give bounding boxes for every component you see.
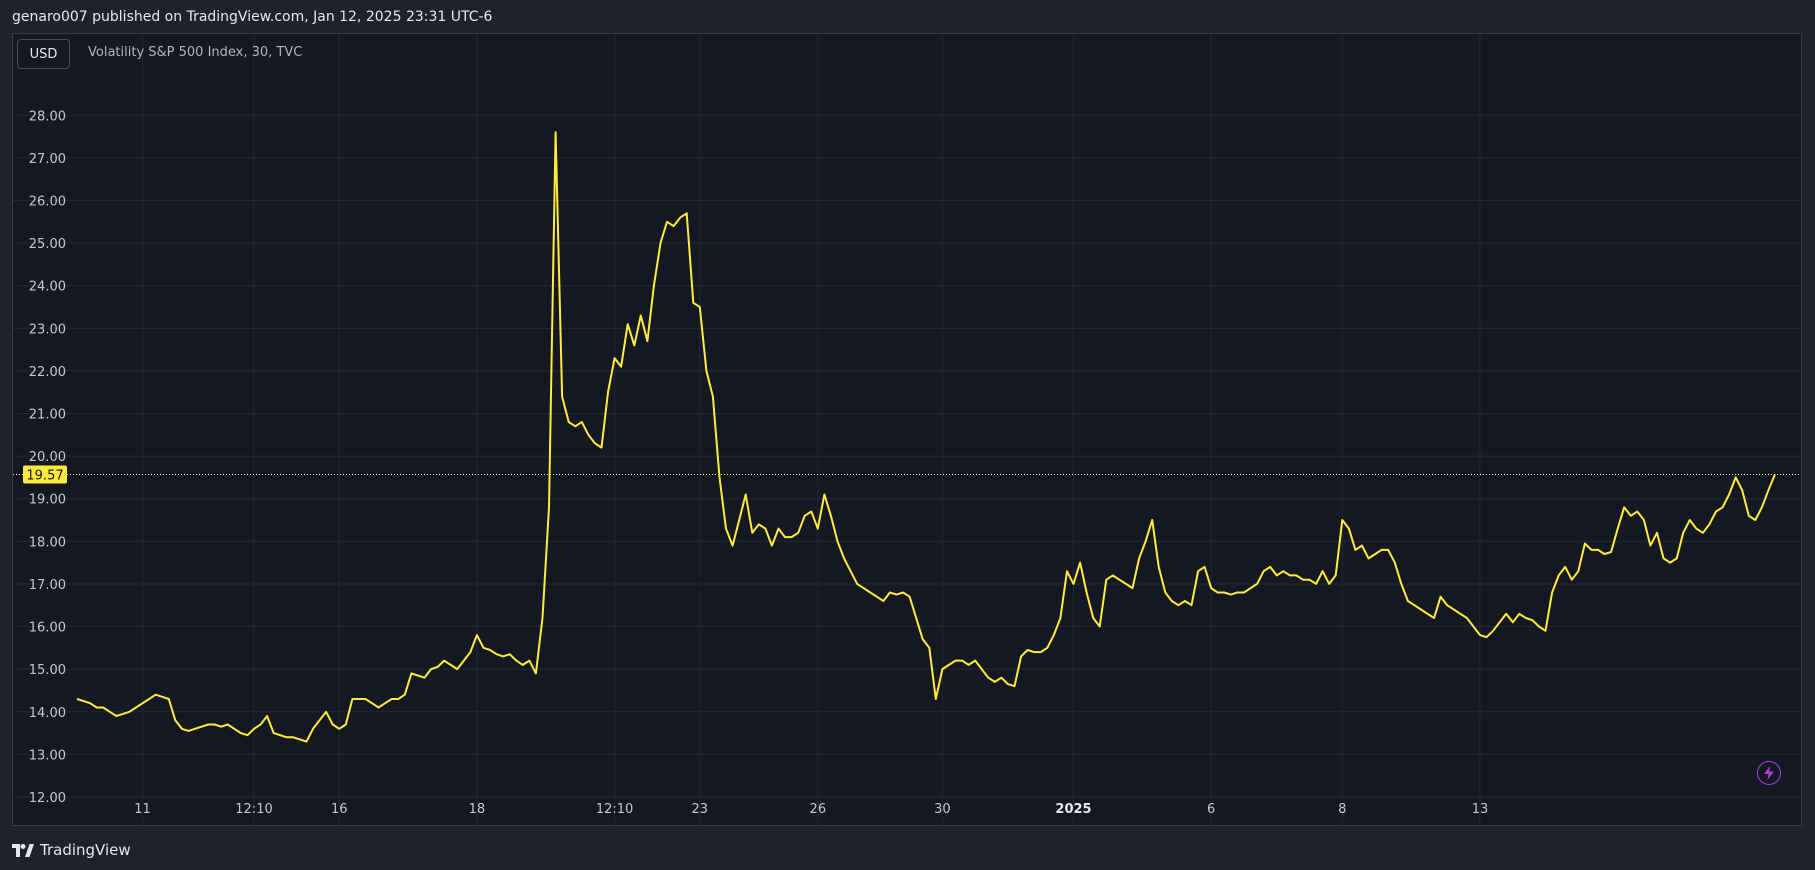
x-tick-label: 30 [934, 802, 951, 817]
x-tick-label: 13 [1472, 802, 1489, 817]
footer-brand-label: TradingView [40, 841, 131, 859]
x-tick-label: 12:10 [596, 802, 633, 817]
x-tick-label: 26 [810, 802, 827, 817]
y-tick-label: 20.00 [29, 450, 66, 465]
y-tick-label: 13.00 [29, 748, 66, 763]
tradingview-logo-icon [12, 843, 34, 857]
last-price-badge-label: 19.57 [26, 468, 63, 483]
y-tick-label: 27.00 [29, 152, 66, 167]
grid-lines [13, 34, 1801, 825]
y-tick-label: 18.00 [29, 535, 66, 550]
x-tick-label: 11 [134, 802, 151, 817]
y-tick-label: 17.00 [29, 578, 66, 593]
y-tick-label: 14.00 [29, 706, 66, 721]
y-tick-label: 24.00 [29, 280, 66, 295]
price-chart[interactable]: 28.00 27.00 26.00 25.00 24.00 23.00 22.00 21.00… [13, 34, 1801, 825]
lightning-icon[interactable] [1757, 761, 1781, 785]
currency-button[interactable]: USD [17, 39, 70, 69]
y-tick-label: 19.00 [29, 493, 66, 508]
published-by-header: genaro007 published on TradingView.com, … [12, 9, 493, 25]
last-price-badge-bg [23, 465, 67, 484]
y-tick-label: 12.00 [29, 791, 66, 806]
footer-brand[interactable]: TradingView [12, 840, 131, 860]
x-tick-label: 23 [692, 802, 709, 817]
y-tick-label: 28.00 [29, 109, 66, 124]
chart-pane[interactable]: 28.00 27.00 26.00 25.00 24.00 23.00 22.00 21.00… [12, 33, 1802, 826]
y-tick-label: 23.00 [29, 322, 66, 337]
y-tick-label: 22.00 [29, 365, 66, 380]
y-tick-label: 25.00 [29, 237, 66, 252]
x-tick-label: 12:10 [235, 802, 272, 817]
y-tick-label: 21.00 [29, 408, 66, 423]
y-axis-ticks: 28.00 27.00 26.00 25.00 24.00 23.00 22.00 21.00… [29, 109, 66, 806]
x-tick-label: 8 [1338, 802, 1346, 817]
last-price-badge: 19.57 [23, 465, 67, 484]
y-tick-label: 15.00 [29, 663, 66, 678]
x-tick-label: 16 [331, 802, 348, 817]
y-tick-label: 16.00 [29, 621, 66, 636]
series-legend: Volatility S&P 500 Index, 30, TVC [88, 45, 303, 60]
x-tick-label: 18 [469, 802, 486, 817]
y-tick-label: 26.00 [29, 195, 66, 210]
vix-price-line[interactable] [76, 131, 1776, 743]
x-tick-label: 6 [1207, 802, 1215, 817]
x-axis-ticks: 11 12:10 16 18 12:10 23 26 30 2025 6 8 13 [134, 802, 1488, 817]
x-tick-label: 2025 [1055, 802, 1091, 817]
